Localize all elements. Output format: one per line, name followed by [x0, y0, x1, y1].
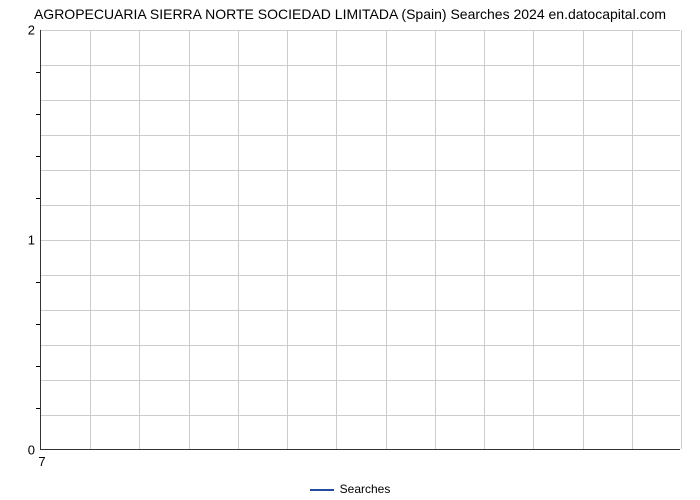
- grid-horizontal-line: [41, 415, 680, 416]
- y-minor-tick: [36, 198, 40, 199]
- grid-horizontal-line: [41, 170, 680, 171]
- legend: Searches: [0, 482, 700, 496]
- y-minor-tick: [36, 408, 40, 409]
- grid-horizontal-line: [41, 310, 680, 311]
- chart-title: AGROPECUARIA SIERRA NORTE SOCIEDAD LIMIT…: [0, 6, 700, 22]
- chart-container: AGROPECUARIA SIERRA NORTE SOCIEDAD LIMIT…: [0, 0, 700, 500]
- y-minor-tick: [36, 114, 40, 115]
- grid-horizontal-line: [41, 275, 680, 276]
- grid-horizontal-line: [41, 30, 680, 31]
- grid-horizontal-line: [41, 100, 680, 101]
- grid-horizontal-line: [41, 135, 680, 136]
- y-minor-tick: [36, 282, 40, 283]
- grid-horizontal-line: [41, 345, 680, 346]
- grid-vertical-line: [681, 30, 682, 449]
- y-tick-label: 1: [5, 233, 35, 248]
- grid-horizontal-line: [41, 205, 680, 206]
- grid-horizontal-line: [41, 380, 680, 381]
- legend-line-icon: [310, 489, 334, 492]
- grid-horizontal-line: [41, 240, 680, 241]
- y-minor-tick: [36, 72, 40, 73]
- plot-area: [40, 30, 680, 450]
- y-tick-label: 0: [5, 443, 35, 458]
- y-minor-tick: [36, 156, 40, 157]
- legend-label: Searches: [340, 482, 391, 496]
- grid-horizontal-line: [41, 65, 680, 66]
- y-tick-label: 2: [5, 23, 35, 38]
- y-minor-tick: [36, 366, 40, 367]
- y-minor-tick: [36, 324, 40, 325]
- x-tick-label: 7: [38, 454, 45, 469]
